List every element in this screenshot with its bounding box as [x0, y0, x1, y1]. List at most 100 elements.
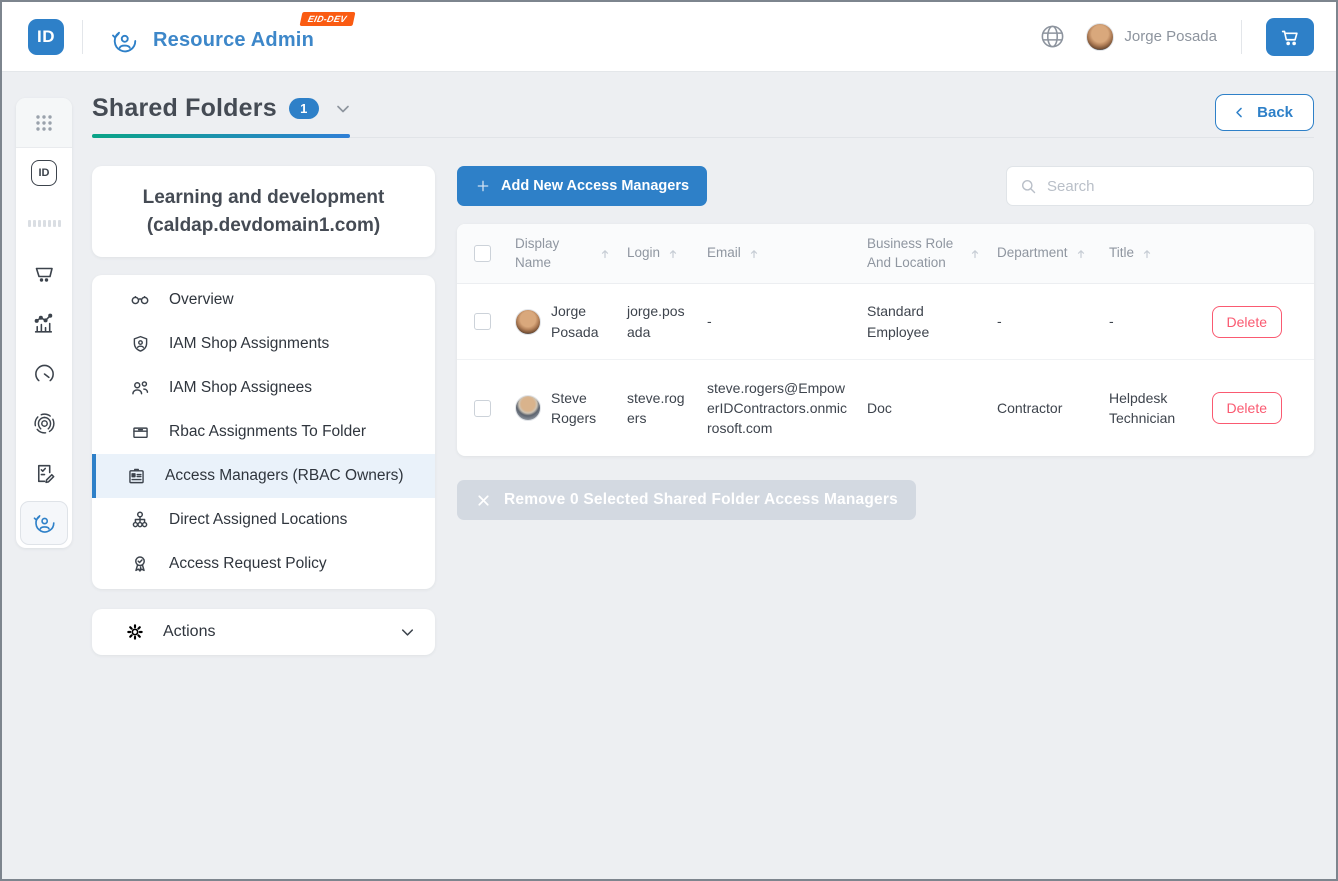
document-edit-icon[interactable] [16, 448, 72, 498]
table-row: Steve Rogers steve.rogers steve.rogers@E… [457, 360, 1314, 456]
back-button[interactable]: Back [1215, 94, 1314, 131]
menu-item-rbac-assignments-to-folder[interactable]: Rbac Assignments To Folder [92, 410, 435, 454]
display-name-cell: Steve Rogers [551, 389, 597, 426]
gear-icon [125, 622, 145, 642]
display-name-cell: Jorge Posada [551, 303, 599, 340]
user-menu[interactable]: Jorge Posada [1086, 22, 1217, 51]
delete-button[interactable]: Delete [1211, 305, 1282, 338]
chevron-down-icon [398, 623, 417, 642]
shield-user-icon [129, 334, 151, 355]
table-row: Jorge Posada jorge.posada - Standard Emp… [457, 284, 1314, 360]
menu-item-label: Access Managers (RBAC Owners) [165, 467, 404, 485]
menu-item-label: Rbac Assignments To Folder [169, 423, 367, 441]
column-header-login[interactable]: Login [619, 234, 699, 272]
id-app-icon[interactable]: ID [16, 148, 72, 198]
business-role-cell: Standard Employee [867, 303, 930, 340]
sort-arrow-icon [1141, 248, 1153, 260]
sort-arrow-icon [969, 248, 981, 260]
resource-title-line1: Learning and development [142, 187, 385, 208]
page-title: Shared Folders [92, 94, 277, 122]
row-checkbox[interactable] [473, 399, 491, 417]
top-bar-right: Jorge Posada [1039, 17, 1314, 56]
access-managers-table: Display Name Login Email Business R [457, 224, 1314, 456]
divider [82, 19, 83, 54]
chevron-left-icon [1232, 105, 1247, 120]
resource-admin-rail-item[interactable] [16, 498, 72, 548]
cart-button[interactable] [1266, 17, 1314, 56]
gauge-icon[interactable] [16, 348, 72, 398]
column-header-business-role[interactable]: Business Role And Location [859, 225, 989, 281]
detail-sidebar: Learning and development (caldap.devdoma… [92, 166, 435, 656]
divider [1241, 19, 1242, 54]
resource-name-card: Learning and development (caldap.devdoma… [92, 166, 435, 258]
sort-arrow-icon [748, 248, 760, 260]
page-title-row: Shared Folders 1 Back [92, 94, 1314, 137]
column-header-display-name[interactable]: Display Name [507, 225, 619, 281]
business-role-cell: Doc [867, 399, 892, 416]
column-header-department[interactable]: Department [989, 234, 1101, 272]
menu-item-label: IAM Shop Assignees [169, 379, 313, 397]
empowerid-logo[interactable]: ID [28, 18, 64, 55]
avatar [515, 395, 541, 421]
app-title: Resource Admin [153, 29, 314, 51]
select-all-checkbox[interactable] [473, 245, 491, 262]
menu-item-iam-shop-assignees[interactable]: IAM Shop Assignees [92, 366, 435, 410]
search-box [1006, 166, 1314, 206]
language-globe-icon[interactable] [1039, 23, 1066, 50]
title-cell: - [1109, 313, 1114, 330]
x-icon [475, 492, 492, 509]
users-icon [129, 377, 151, 399]
login-cell: steve.rogers [627, 389, 685, 426]
menu-item-label: Access Request Policy [169, 555, 327, 573]
table-toolbar: Add New Access Managers [457, 166, 1314, 206]
column-header-email[interactable]: Email [699, 234, 859, 272]
row-checkbox[interactable] [473, 313, 491, 330]
menu-item-direct-assigned-locations[interactable]: Direct Assigned Locations [92, 498, 435, 542]
delete-button[interactable]: Delete [1211, 392, 1282, 424]
menu-item-label: Overview [169, 291, 234, 309]
sort-arrow-icon [1075, 248, 1087, 260]
access-managers-panel: Add New Access Managers Display [457, 166, 1314, 520]
apps-grid-icon[interactable] [16, 98, 72, 148]
resource-title-line2: (caldap.devdomain1.com) [146, 214, 381, 236]
user-check-icon [109, 26, 139, 56]
id-badge-icon [125, 466, 147, 487]
column-header-title[interactable]: Title [1101, 234, 1191, 272]
title-underline [92, 134, 1314, 138]
section-menu: Overview IAM Shop Assignments [92, 275, 435, 590]
remove-selected-button[interactable]: Remove 0 Selected Shared Folder Access M… [457, 480, 916, 520]
actions-label: Actions [163, 623, 216, 641]
top-bar: ID Resource Admin EID-DEV [2, 2, 1336, 72]
cart-icon [1279, 26, 1301, 48]
main-content: Shared Folders 1 Back Learning and devel… [92, 94, 1314, 656]
folder-count-badge: 1 [288, 98, 319, 119]
actions-dropdown[interactable]: Actions [92, 609, 435, 656]
cart-icon[interactable] [16, 248, 72, 298]
menu-item-label: IAM Shop Assignments [169, 335, 330, 353]
menu-item-access-request-policy[interactable]: Access Request Policy [92, 542, 435, 586]
hierarchy-icon [129, 509, 151, 531]
loading-dashes [16, 198, 72, 248]
department-cell: Contractor [997, 399, 1063, 416]
sort-arrow-icon [599, 248, 611, 260]
email-cell: - [707, 313, 712, 330]
menu-item-label: Direct Assigned Locations [169, 511, 348, 529]
title-cell: Helpdesk Technician [1109, 389, 1176, 426]
search-input[interactable] [1047, 177, 1301, 195]
user-avatar [1086, 22, 1115, 51]
menu-item-access-managers[interactable]: Access Managers (RBAC Owners) [92, 454, 435, 499]
avatar [515, 308, 541, 335]
chart-icon[interactable] [16, 298, 72, 348]
menu-item-iam-shop-assignments[interactable]: IAM Shop Assignments [92, 322, 435, 366]
user-name: Jorge Posada [1124, 28, 1217, 45]
search-icon [1019, 177, 1038, 196]
chevron-down-icon[interactable] [333, 99, 353, 119]
fingerprint-icon[interactable] [16, 398, 72, 448]
storage-box-icon [129, 422, 151, 443]
menu-item-overview[interactable]: Overview [92, 278, 435, 322]
sort-arrow-icon [667, 248, 679, 260]
add-new-access-managers-button[interactable]: Add New Access Managers [457, 166, 708, 206]
app-header: Resource Admin EID-DEV [109, 11, 356, 56]
department-cell: - [997, 313, 1002, 330]
email-cell: steve.rogers@EmpowerIDContractors.onmicr… [707, 379, 848, 437]
